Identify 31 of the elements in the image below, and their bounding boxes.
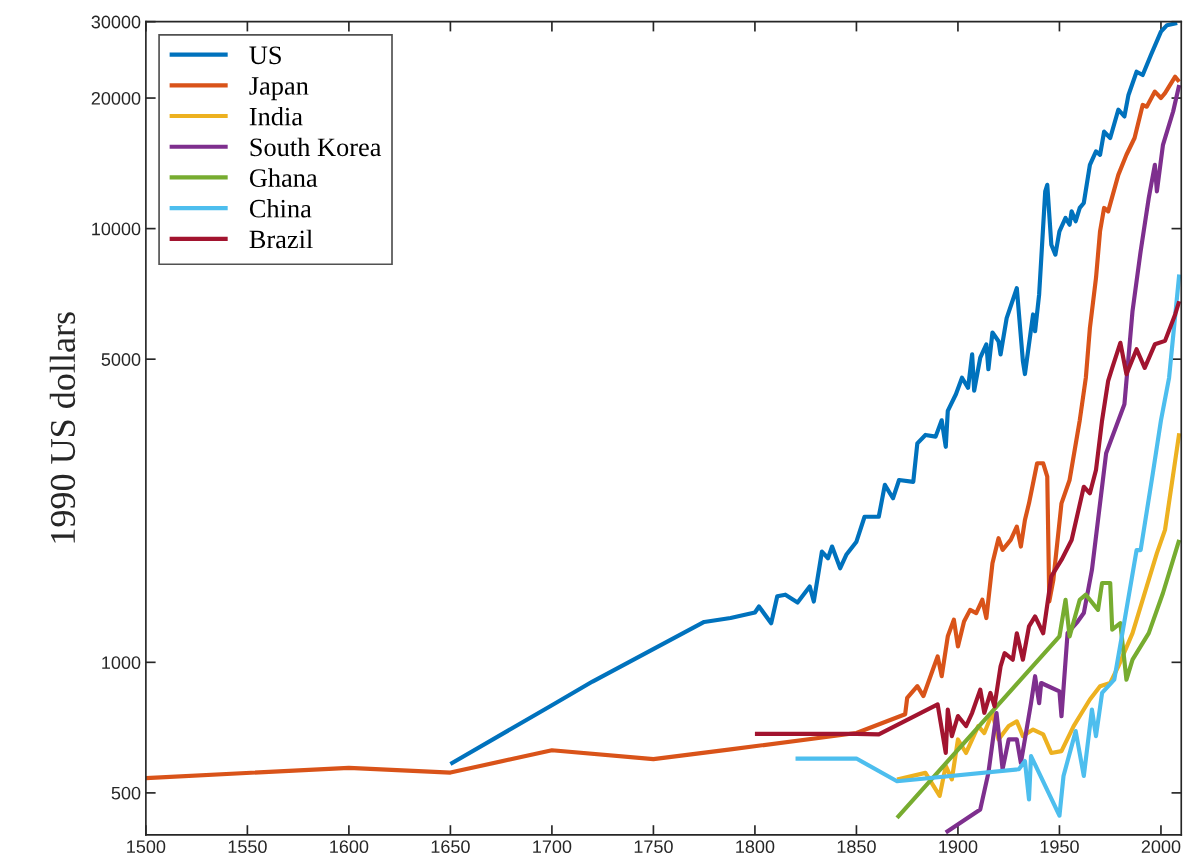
x-tick-label: 1750 xyxy=(634,840,673,854)
y-tick-label: 10000 xyxy=(92,222,141,236)
line-series xyxy=(448,21,1180,767)
y-axis-title: 1990 US dollars xyxy=(49,312,76,543)
line-series xyxy=(752,299,1182,756)
line-series xyxy=(145,74,1182,781)
x-tick-label: 1900 xyxy=(939,840,978,854)
legend-label: US xyxy=(249,46,281,65)
y-tick-label: 1000 xyxy=(102,656,141,670)
x-tick-label: 2000 xyxy=(1141,840,1181,854)
x-tick-label: 1850 xyxy=(837,840,876,854)
legend-label: Ghana xyxy=(249,168,318,187)
legend-label: India xyxy=(249,106,303,126)
legend-label: South Korea xyxy=(250,137,382,157)
y-tick-label: 30000 xyxy=(91,15,141,29)
y-tick-label: 20000 xyxy=(91,91,141,105)
y-tick-label: 500 xyxy=(111,786,141,800)
x-tick-label: 1800 xyxy=(736,840,775,854)
x-tick-label: 1950 xyxy=(1040,840,1079,854)
line-series xyxy=(943,82,1182,835)
legend-label: Brazil xyxy=(249,229,313,249)
line-series xyxy=(894,537,1182,820)
x-tick-label: 1550 xyxy=(228,840,267,854)
legend-label: Japan xyxy=(249,77,309,101)
legend-label: China xyxy=(249,199,312,218)
x-tick-label: 1500 xyxy=(127,840,166,854)
y-tick-label: 5000 xyxy=(101,353,141,366)
x-tick-label: 1700 xyxy=(533,840,572,854)
x-tick-label: 1600 xyxy=(330,840,369,854)
line-series xyxy=(793,272,1182,818)
x-tick-label: 1650 xyxy=(431,840,470,854)
